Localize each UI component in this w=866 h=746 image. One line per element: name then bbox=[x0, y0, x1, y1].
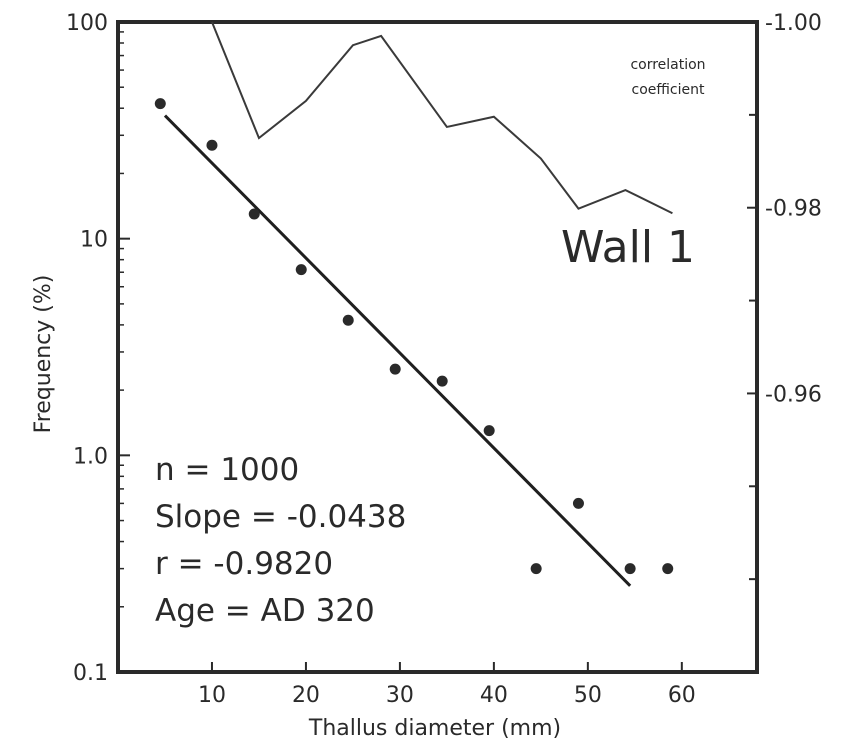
plot-frame bbox=[116, 20, 759, 674]
data-point bbox=[662, 563, 674, 575]
x-axis-ticks: 10 20 30 40 50 60 bbox=[198, 662, 696, 708]
plot-border bbox=[116, 20, 759, 674]
x-tick-label: 60 bbox=[668, 683, 696, 708]
y-tick-label: 10 bbox=[80, 228, 108, 253]
regression-line bbox=[163, 114, 632, 587]
data-point bbox=[154, 98, 166, 110]
data-points bbox=[154, 98, 674, 575]
x-axis-title: Thallus diameter (mm) bbox=[308, 716, 561, 741]
data-point bbox=[436, 375, 448, 387]
y2-tick-label: -1.00 bbox=[765, 11, 822, 36]
data-point bbox=[295, 264, 307, 276]
data-point bbox=[389, 363, 401, 375]
annotation-n: n = 1000 bbox=[155, 452, 299, 488]
data-point bbox=[572, 497, 584, 509]
y2-tick-label: -0.96 bbox=[765, 382, 822, 407]
y-axis-title: Frequency (%) bbox=[31, 275, 56, 434]
data-point bbox=[530, 563, 542, 575]
correlation-series bbox=[211, 21, 673, 215]
x-tick-label: 10 bbox=[198, 683, 226, 708]
data-point bbox=[483, 425, 495, 437]
y-tick-label: 100 bbox=[66, 11, 108, 36]
legend-line-2: coefficient bbox=[632, 82, 705, 98]
regression-line-group bbox=[163, 114, 632, 587]
y-tick-label: 1.0 bbox=[73, 444, 108, 469]
data-point bbox=[248, 208, 260, 220]
correlation-line bbox=[211, 21, 673, 215]
annotation-r: r = -0.9820 bbox=[155, 546, 333, 582]
x-tick-label: 50 bbox=[574, 683, 602, 708]
y-tick-label: 0.1 bbox=[73, 661, 108, 686]
annotation-age: Age = AD 320 bbox=[155, 593, 375, 629]
data-point bbox=[206, 139, 218, 151]
x-tick-label: 30 bbox=[386, 683, 414, 708]
x-tick-label: 20 bbox=[292, 683, 320, 708]
data-point bbox=[342, 314, 354, 326]
panel-title: Wall 1 bbox=[561, 222, 695, 273]
secondary-y-axis-ticks: -1.00 -0.98 -0.96 bbox=[747, 11, 822, 581]
data-point bbox=[624, 563, 636, 575]
y-axis-ticks: 0.1 1.0 10 100 bbox=[66, 11, 130, 686]
annotation-slope: Slope = -0.0438 bbox=[155, 499, 406, 535]
y2-tick-label: -0.98 bbox=[765, 197, 822, 222]
legend-line-1: correlation bbox=[630, 57, 705, 73]
x-tick-label: 40 bbox=[480, 683, 508, 708]
